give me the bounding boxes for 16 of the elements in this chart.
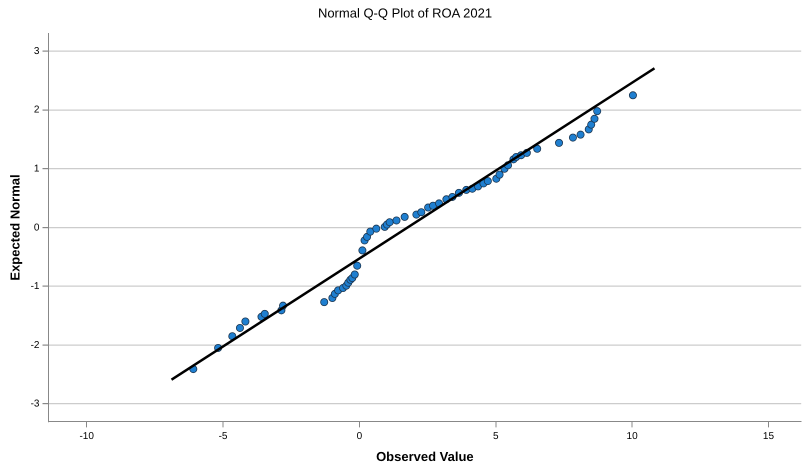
y-tick-label: 3 [34, 46, 40, 57]
x-tick-label: 15 [762, 431, 774, 442]
x-tick-label: 10 [626, 431, 638, 442]
y-tick-label: -3 [30, 398, 40, 410]
x-tick-label: 0 [356, 431, 363, 442]
y-tick-label: -1 [30, 281, 40, 292]
chart-title: Normal Q-Q Plot of ROA 2021 [318, 5, 492, 20]
x-tick-label: -5 [218, 431, 228, 442]
x-tick-label: 5 [492, 431, 499, 442]
y-tick-label: 0 [34, 222, 40, 234]
y-tick-label: 2 [34, 104, 40, 116]
y-tick-label: 1 [34, 163, 40, 174]
y-axis-title: Expected Normal [7, 174, 22, 281]
x-axis-title: Observed Value [376, 448, 474, 464]
x-tick-label: -10 [79, 431, 94, 442]
y-tick-label: -2 [30, 340, 40, 351]
